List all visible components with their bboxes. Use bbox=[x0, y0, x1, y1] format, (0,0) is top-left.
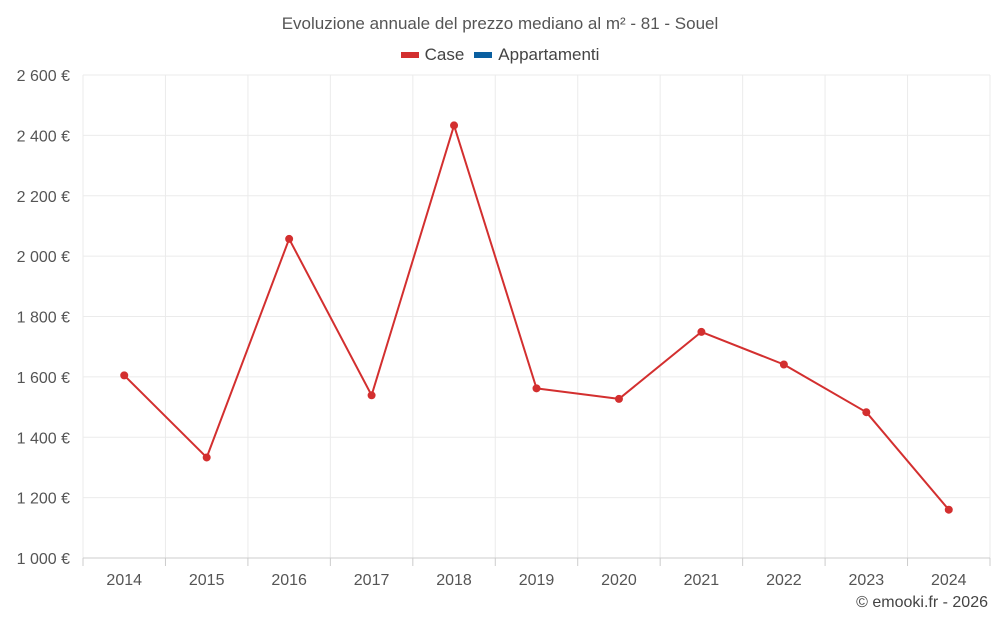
data-point bbox=[944, 505, 953, 514]
y-tick-label: 2 400 € bbox=[17, 128, 70, 145]
y-tick-label: 1 200 € bbox=[17, 491, 70, 508]
data-point bbox=[779, 360, 788, 369]
legend-swatch-case bbox=[400, 52, 419, 58]
y-tick-label: 2 600 € bbox=[17, 68, 70, 85]
legend-item-appartamenti[interactable]: Appartamenti bbox=[474, 45, 599, 65]
y-tick-label: 1 800 € bbox=[17, 310, 70, 327]
legend-item-case[interactable]: Case bbox=[400, 45, 465, 65]
data-point bbox=[285, 234, 294, 243]
x-tick-label: 2018 bbox=[436, 572, 472, 589]
legend-label-appartamenti: Appartamenti bbox=[498, 45, 600, 64]
x-tick-label: 2017 bbox=[354, 572, 390, 589]
x-tick-label: 2020 bbox=[601, 572, 637, 589]
data-point bbox=[862, 408, 871, 417]
data-point bbox=[367, 391, 376, 400]
y-tick-label: 2 000 € bbox=[17, 249, 70, 266]
data-point bbox=[697, 327, 706, 336]
data-point bbox=[450, 121, 459, 130]
x-tick-label: 2022 bbox=[766, 572, 802, 589]
legend-label-case: Case bbox=[424, 45, 465, 64]
data-point bbox=[532, 384, 541, 393]
x-tick-label: 2015 bbox=[189, 572, 225, 589]
data-point bbox=[202, 453, 211, 462]
data-point bbox=[614, 394, 623, 403]
copyright-credit: © emooki.fr - 2026 bbox=[856, 594, 988, 611]
x-tick-label: 2023 bbox=[849, 572, 885, 589]
x-tick-label: 2019 bbox=[519, 572, 555, 589]
y-tick-label: 1 400 € bbox=[17, 430, 70, 447]
x-tick-label: 2016 bbox=[271, 572, 307, 589]
data-point bbox=[120, 371, 129, 380]
chart-title: Evoluzione annuale del prezzo mediano al… bbox=[281, 14, 719, 33]
legend-swatch-appartamenti bbox=[474, 52, 493, 58]
chart-legend: Case Appartamenti bbox=[0, 45, 1000, 65]
x-tick-label: 2014 bbox=[106, 572, 142, 589]
y-tick-label: 1 000 € bbox=[17, 551, 70, 568]
y-tick-label: 2 200 € bbox=[17, 189, 70, 206]
x-tick-label: 2021 bbox=[684, 572, 720, 589]
x-tick-label: 2024 bbox=[931, 572, 967, 589]
y-tick-label: 1 600 € bbox=[17, 370, 70, 387]
